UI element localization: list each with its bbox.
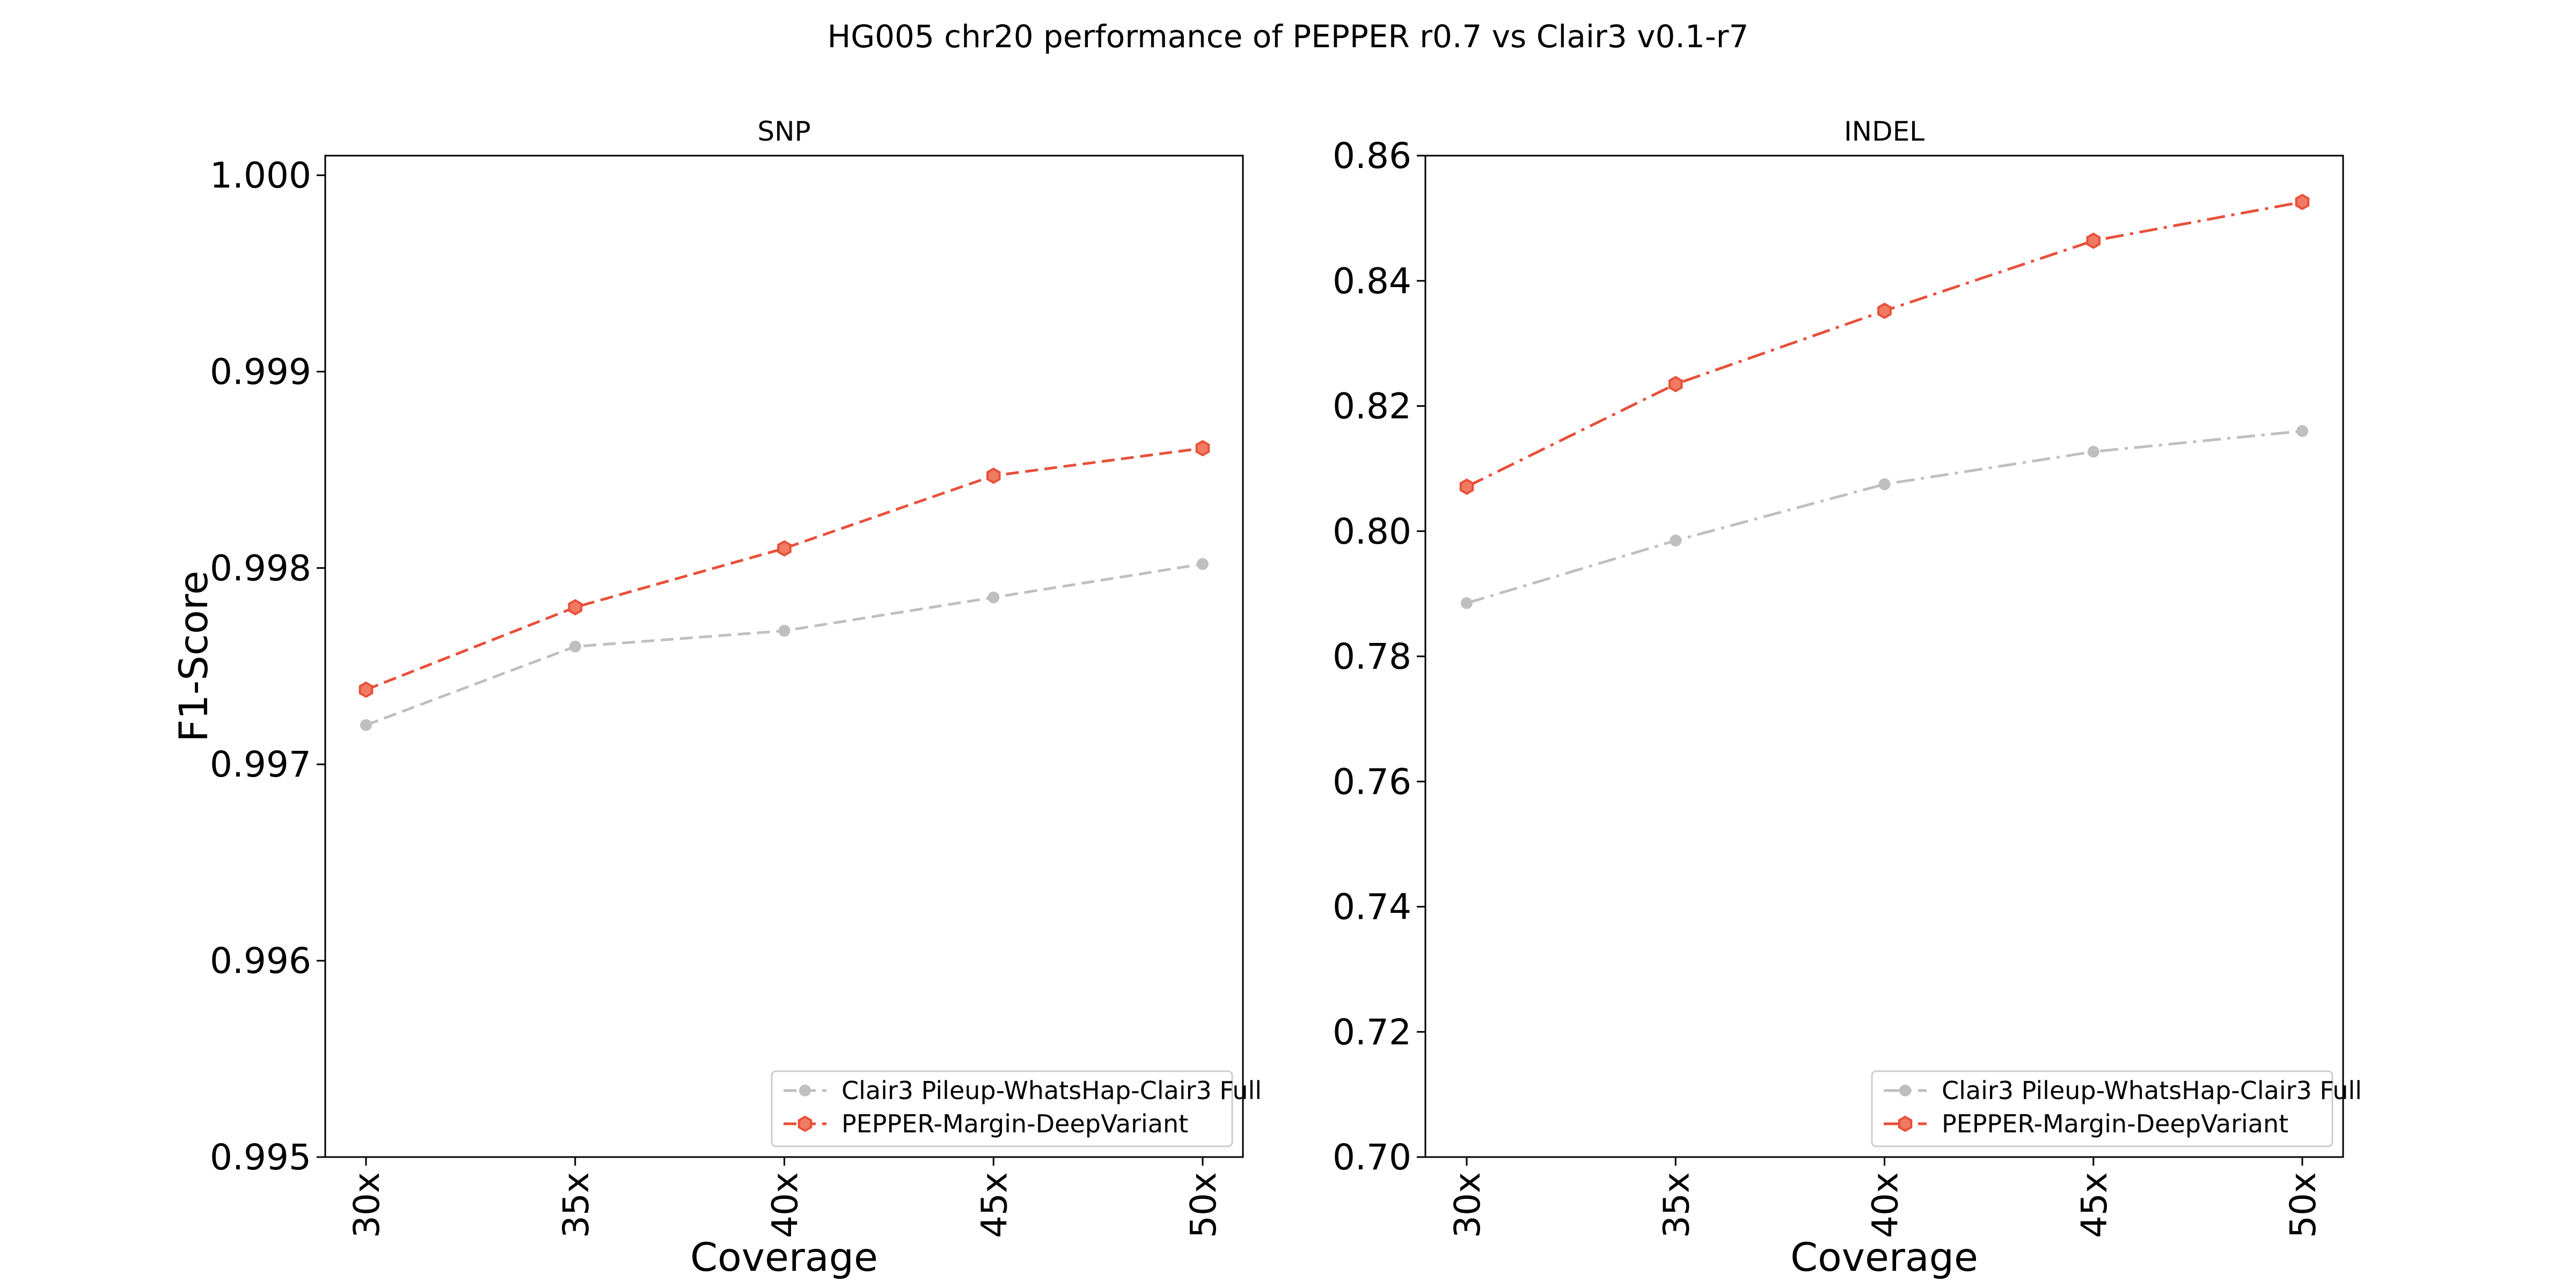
data-point xyxy=(1461,597,1473,609)
snp-panel: SNP 0.995 0.996 0.997 0.998 0.999 1.000 30x 35x 4… xyxy=(171,116,1262,1280)
y-tick-label: 0.999 xyxy=(210,351,311,392)
data-point xyxy=(1670,535,1682,547)
legend-label: PEPPER-Margin-DeepVariant xyxy=(1942,1109,2288,1138)
legend-label: PEPPER-Margin-DeepVariant xyxy=(841,1109,1188,1138)
y-tick-label: 0.997 xyxy=(210,744,311,785)
legend: Clair3 Pileup-WhatsHap-Clair3 Full PEPPER… xyxy=(771,1070,1262,1147)
x-tick-label: 35x xyxy=(1656,1172,1697,1238)
legend-marker xyxy=(1899,1085,1911,1096)
y-tick-label: 0.70 xyxy=(1333,1137,1411,1178)
x-axis-label: Coverage xyxy=(690,1235,878,1280)
legend-box xyxy=(1871,1070,2333,1147)
y-axis-label: F1-Score xyxy=(171,570,217,742)
x-tick-label: 50x xyxy=(2282,1172,2324,1238)
x-tick-label: 45x xyxy=(974,1172,1015,1238)
y-tick-label: 0.72 xyxy=(1333,1012,1411,1053)
y-tick-label: 0.80 xyxy=(1333,511,1411,552)
data-point xyxy=(986,467,1001,484)
y-tick-label: 0.998 xyxy=(210,547,311,589)
x-tick-label: 40x xyxy=(1865,1172,1906,1238)
x-tick-label: 30x xyxy=(346,1172,387,1238)
panel-title: INDEL xyxy=(1844,116,1924,147)
legend-label: Clair3 Pileup-WhatsHap-Clair3 Full xyxy=(1942,1076,2362,1105)
data-point xyxy=(2296,425,2308,437)
y-tick-label: 1.000 xyxy=(210,155,311,196)
data-point xyxy=(2295,193,2310,210)
data-point xyxy=(1878,478,1891,491)
data-point xyxy=(2087,445,2099,458)
y-tick-label: 0.78 xyxy=(1333,636,1411,677)
data-point xyxy=(778,625,791,637)
data-point xyxy=(1195,440,1210,457)
axes-frame xyxy=(1424,155,2344,1158)
y-tick-label: 0.76 xyxy=(1333,761,1411,802)
y-tick-label: 0.995 xyxy=(210,1137,311,1178)
y-tick-label: 0.996 xyxy=(210,940,311,982)
data-point xyxy=(1668,376,1683,393)
x-tick-label: 50x xyxy=(1183,1172,1224,1238)
data-point xyxy=(987,591,1000,604)
y-tick-label: 0.74 xyxy=(1333,887,1411,928)
legend-label: Clair3 Pileup-WhatsHap-Clair3 Full xyxy=(841,1076,1262,1105)
y-tick-label: 0.82 xyxy=(1333,386,1411,427)
legend-marker xyxy=(1898,1115,1913,1132)
y-tick-label: 0.84 xyxy=(1333,260,1411,302)
data-point xyxy=(569,640,581,653)
data-point xyxy=(777,540,792,557)
data-point xyxy=(358,681,374,698)
data-point xyxy=(1877,302,1892,319)
x-tick-label: 40x xyxy=(765,1172,806,1238)
x-axis-label: Coverage xyxy=(1790,1235,1978,1280)
axes-frame xyxy=(324,155,1244,1158)
legend: Clair3 Pileup-WhatsHap-Clair3 Full PEPPER… xyxy=(1871,1070,2362,1147)
legend-box xyxy=(771,1070,1233,1147)
data-point xyxy=(360,719,372,731)
legend-marker xyxy=(799,1085,811,1096)
x-tick-label: 30x xyxy=(1447,1172,1488,1238)
data-point xyxy=(2086,232,2101,249)
data-point xyxy=(1197,558,1209,570)
series-line xyxy=(1466,429,2303,605)
y-tick-label: 0.86 xyxy=(1333,135,1411,177)
indel-panel: INDEL 0.70 0.72 0.74 0.76 0.78 0.80 0.82 0.84 0.8… xyxy=(1333,116,2362,1280)
panel-title: SNP xyxy=(757,116,810,147)
data-point xyxy=(568,599,582,616)
x-tick-label: 45x xyxy=(2074,1172,2115,1238)
legend-marker xyxy=(797,1115,813,1132)
data-point xyxy=(1459,478,1474,495)
x-tick-label: 35x xyxy=(555,1172,597,1238)
figure-title: HG005 chr20 performance of PEPPER r0.7 v… xyxy=(828,18,1749,55)
